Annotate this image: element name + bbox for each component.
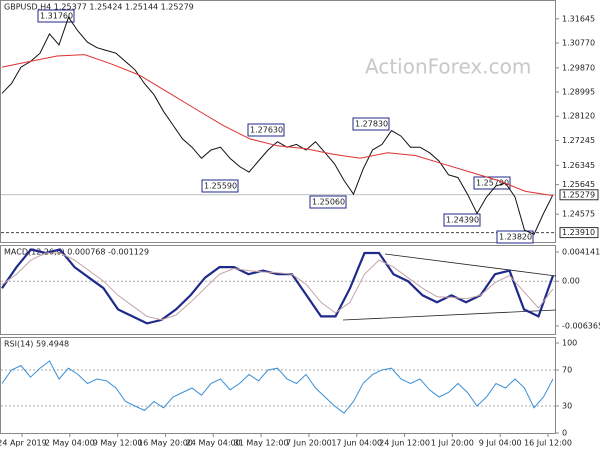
- x-tick-label: 7 Jun 20:00: [286, 439, 332, 448]
- x-tick-label: 16 Jul 12:00: [524, 439, 572, 448]
- last-price-box: [559, 189, 599, 201]
- annotation-box: [473, 176, 511, 190]
- annotation: 1.24390: [446, 216, 479, 225]
- y-tick-label: 100: [562, 339, 577, 348]
- annotation-box: [201, 179, 239, 193]
- trend-line: [384, 253, 557, 277]
- y-tick-label: 1.26345: [562, 161, 595, 170]
- x-tick-label: 16 May 20:00: [138, 439, 193, 448]
- x-tick-label: 24 Apr 2019: [0, 439, 47, 448]
- y-tick-label: 0.004141: [562, 248, 600, 257]
- annotation-box: [309, 195, 347, 209]
- chart-title: GBPUSD,H4 1.25377 1.25424 1.25144 1.2527…: [4, 3, 194, 12]
- rsi-title: RSI(14) 59.4948: [4, 340, 69, 349]
- signal-line: [1, 252, 554, 321]
- x-tick-label: 2 May 04:00: [45, 439, 95, 448]
- close-line: [1, 16, 554, 235]
- annotation-box: [247, 123, 285, 137]
- y-tick-label: 1.25645: [562, 180, 595, 189]
- macd-panel: [0, 245, 556, 335]
- level-label: 1.23910: [562, 228, 595, 237]
- price-panel: [0, 0, 556, 243]
- x-tick-label: 24 Jun 12:00: [379, 439, 430, 448]
- annotation: 1.25790: [476, 179, 509, 188]
- ma-line: [1, 54, 554, 197]
- last-price-label: 1.25279: [562, 190, 595, 199]
- x-tick-label: 9 Jul 04:00: [479, 439, 522, 448]
- annotation-box: [37, 9, 75, 23]
- rsi-line: [1, 360, 554, 414]
- annotation: 1.27630: [250, 126, 283, 135]
- annotation-box: [443, 213, 481, 227]
- level-box: [559, 227, 599, 239]
- annotation: 1.25590: [204, 182, 237, 191]
- annotation: 1.23820: [499, 233, 532, 242]
- y-tick-label: 30: [562, 402, 572, 411]
- y-tick-label: 1.30770: [562, 39, 595, 48]
- y-tick-label: 0.00: [562, 277, 580, 286]
- annotation: 1.31760: [40, 12, 73, 21]
- y-tick-label: 0: [562, 429, 567, 438]
- x-tick-label: 9 May 12:00: [93, 439, 143, 448]
- x-tick-label: 17 Jun 04:00: [331, 439, 382, 448]
- y-tick-label: 70: [562, 366, 572, 375]
- x-tick-label: 24 May 04:00: [186, 439, 241, 448]
- x-tick-label: 1 Jul 20:00: [431, 439, 474, 448]
- annotation: 1.25060: [312, 198, 345, 207]
- watermark: ActionForex.com: [365, 55, 531, 79]
- y-tick-label: 1.29870: [562, 63, 595, 72]
- y-tick-label: 1.24575: [562, 210, 595, 219]
- y-tick-label: 1.31645: [562, 14, 595, 23]
- y-tick-label: 1.27245: [562, 136, 595, 145]
- y-tick-label: 1.28120: [562, 112, 595, 121]
- x-tick-label: 31 May 12:00: [234, 439, 289, 448]
- annotation-box: [352, 117, 390, 131]
- annotation-box: [496, 230, 534, 244]
- macd-title: MACD(12,26,9) 0.000768 -0.001129: [4, 248, 149, 257]
- y-tick-label: 1.28995: [562, 88, 595, 97]
- macd-line: [1, 248, 555, 325]
- rsi-panel: [0, 337, 556, 434]
- trend-line: [342, 309, 557, 321]
- annotation: 1.27830: [355, 120, 388, 129]
- y-tick-label: -0.006365: [562, 322, 600, 331]
